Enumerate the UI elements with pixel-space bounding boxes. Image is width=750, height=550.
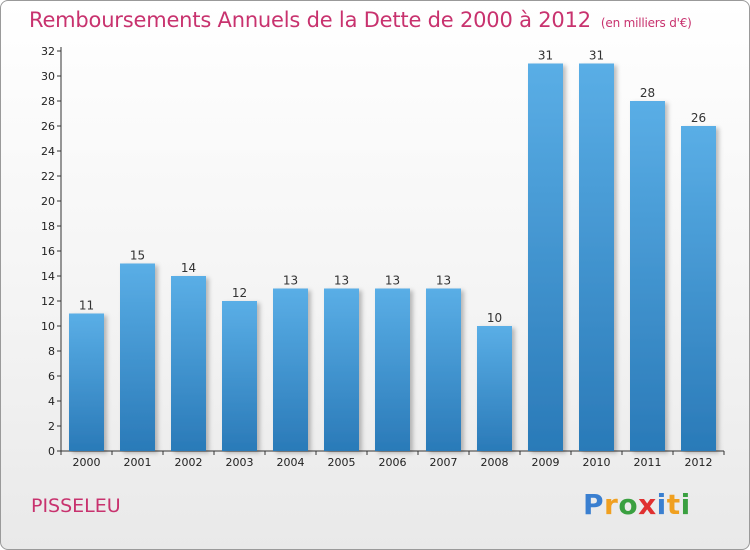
- commune-name: PISSELEU: [31, 495, 121, 517]
- bar: [681, 126, 716, 451]
- chart-title: Remboursements Annuels de la Dette de 20…: [29, 8, 692, 32]
- logo-letter: x: [638, 488, 657, 521]
- x-tick-label: 2008: [481, 456, 509, 469]
- x-tick-label: 2001: [124, 456, 152, 469]
- data-label: 31: [538, 49, 553, 63]
- y-tick-label: 0: [48, 445, 55, 458]
- y-tick-label: 6: [48, 370, 55, 383]
- y-tick-label: 14: [41, 270, 55, 283]
- bar: [171, 276, 206, 451]
- data-label: 13: [436, 274, 451, 288]
- x-tick-label: 2004: [277, 456, 305, 469]
- bar: [324, 288, 359, 451]
- bar: [69, 313, 104, 451]
- logo-letter: t: [666, 488, 681, 521]
- bar: [273, 288, 308, 451]
- x-tick-label: 2010: [583, 456, 611, 469]
- data-label: 26: [691, 111, 706, 125]
- chart-title-text: Remboursements Annuels de la Dette de 20…: [29, 8, 591, 32]
- logo-letter: r: [604, 488, 619, 521]
- data-label: 15: [130, 249, 145, 263]
- bar: [528, 63, 563, 451]
- bar: [426, 288, 461, 451]
- y-tick-label: 4: [48, 395, 55, 408]
- bar: [375, 288, 410, 451]
- proxiti-logo: Proxiti: [583, 488, 691, 521]
- chart-unit: (en milliers d'€): [600, 16, 692, 30]
- x-tick-label: 2011: [634, 456, 662, 469]
- data-label: 13: [334, 274, 349, 288]
- y-tick-label: 24: [41, 145, 55, 158]
- data-label: 10: [487, 311, 502, 325]
- data-label: 31: [589, 49, 604, 63]
- y-tick-label: 16: [41, 245, 55, 258]
- bar: [579, 63, 614, 451]
- data-label: 11: [79, 299, 94, 313]
- data-label: 13: [385, 274, 400, 288]
- x-tick-label: 2006: [379, 456, 407, 469]
- bar: [120, 263, 155, 451]
- y-tick-label: 2: [48, 420, 55, 433]
- logo-letter: i: [656, 488, 667, 521]
- y-tick-label: 20: [41, 195, 55, 208]
- bar: [477, 326, 512, 451]
- x-tick-label: 2000: [73, 456, 101, 469]
- x-tick-label: 2002: [175, 456, 203, 469]
- y-tick-label: 32: [41, 45, 55, 58]
- y-tick-label: 28: [41, 95, 55, 108]
- bar: [630, 101, 665, 451]
- x-tick-label: 2003: [226, 456, 254, 469]
- y-tick-label: 18: [41, 220, 55, 233]
- y-tick-label: 22: [41, 170, 55, 183]
- data-label: 13: [283, 274, 298, 288]
- y-tick-label: 30: [41, 70, 55, 83]
- x-tick-label: 2012: [685, 456, 713, 469]
- x-tick-label: 2007: [430, 456, 458, 469]
- data-label: 12: [232, 286, 247, 300]
- data-label: 28: [640, 86, 655, 100]
- bar: [222, 301, 257, 451]
- x-tick-label: 2009: [532, 456, 560, 469]
- logo-letter: P: [583, 488, 605, 521]
- data-label: 14: [181, 261, 196, 275]
- y-tick-label: 26: [41, 120, 55, 133]
- x-tick-label: 2005: [328, 456, 356, 469]
- logo-letter: i: [680, 488, 691, 521]
- y-tick-label: 12: [41, 295, 55, 308]
- logo-letter: o: [618, 488, 639, 521]
- y-tick-label: 8: [48, 345, 55, 358]
- y-tick-label: 10: [41, 320, 55, 333]
